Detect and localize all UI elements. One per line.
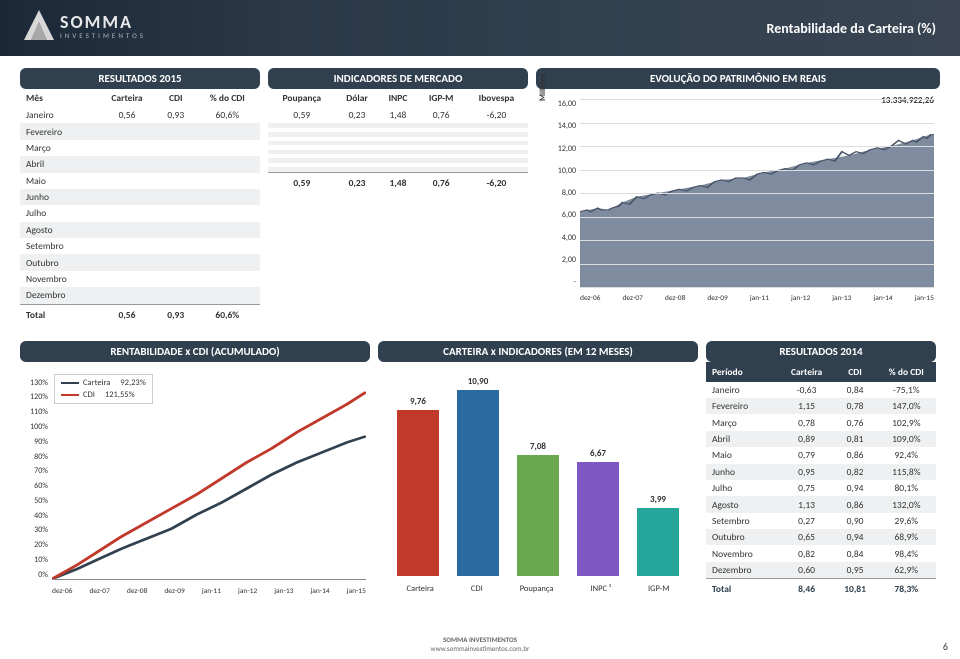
acumulado-plot — [52, 378, 366, 580]
patrimonio-title: EVOLUÇÃO DO PATRIMÔNIO EM REAIS — [536, 68, 940, 89]
resultados-2015-title: RESULTADOS 2015 — [20, 68, 260, 89]
footer-url: www.sommainvestimentos.com.br — [0, 644, 960, 653]
barchart-title: CARTEIRA x INDICADORES (EM 12 MESES) — [378, 341, 698, 362]
resultados-2014-table: PeríodoCarteiraCDI% do CDIJaneiro-0,630,… — [706, 362, 936, 598]
footer-company: SOMMA INVESTIMENTOS — [0, 635, 960, 644]
barchart-card: CARTEIRA x INDICADORES (EM 12 MESES) 9,7… — [378, 341, 698, 598]
indicadores-title: INDICADORES DE MERCADO — [268, 68, 528, 89]
barchart-xlabels: CarteiraCDIPoupançaINPC ¹IGP-M — [388, 584, 688, 594]
patrimonio-plot — [580, 99, 934, 287]
footer: SOMMA INVESTIMENTOS www.sommainvestiment… — [0, 635, 960, 653]
resultados-2015-card: RESULTADOS 2015 MêsCarteiraCDI% do CDIJa… — [20, 68, 260, 323]
indicadores-table: PoupançaDólarINPCIGP-MIbovespa0,590,231,… — [268, 89, 528, 191]
logo: SOMMA INVESTIMENTOS — [24, 10, 146, 40]
patrimonio-ylabels: 16,0014,0012,0010,008,006,004,002,00- — [550, 99, 576, 287]
logo-name: SOMMA — [60, 11, 146, 33]
logo-mark-icon — [24, 10, 54, 40]
barchart-plot: 9,7610,907,086,673,99 — [388, 372, 688, 576]
acumulado-xlabels: dez-06dez-07dez-08dez-09jan-11jan-12jan-… — [52, 587, 366, 596]
acumulado-title: RENTABILIDADE x CDI (ACUMULADO) — [20, 341, 370, 362]
patrimonio-xlabels: dez-06dez-07dez-08dez-09jan-11jan-12jan-… — [580, 294, 934, 303]
acumulado-ylabels: 0%10%20%30%40%50%60%70%80%90%100%110%120… — [20, 378, 48, 580]
resultados-2015-table: MêsCarteiraCDI% do CDIJaneiro0,560,9360,… — [20, 89, 260, 323]
patrimonio-card: EVOLUÇÃO DO PATRIMÔNIO EM REAIS Milhões … — [536, 68, 940, 323]
page-number: 6 — [943, 640, 948, 653]
resultados-2014-card: RESULTADOS 2014 PeríodoCarteiraCDI% do C… — [706, 341, 936, 598]
banner: SOMMA INVESTIMENTOS Rentabilidade da Car… — [0, 0, 960, 56]
page-title: Rentabilidade da Carteira (%) — [767, 20, 936, 37]
acumulado-card: RENTABILIDADE x CDI (ACUMULADO) Carteira… — [20, 341, 370, 598]
patrimonio-yaxis-label: Milhões — [538, 74, 548, 101]
resultados-2014-title: RESULTADOS 2014 — [706, 341, 936, 362]
indicadores-card: INDICADORES DE MERCADO PoupançaDólarINPC… — [268, 68, 528, 323]
logo-sub: INVESTIMENTOS — [60, 31, 146, 40]
